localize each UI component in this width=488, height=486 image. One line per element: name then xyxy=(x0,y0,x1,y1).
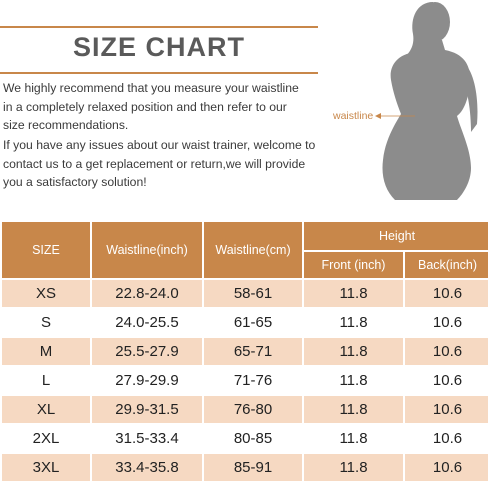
body-silhouette-figure xyxy=(375,2,478,200)
cell-front: 11.8 xyxy=(304,425,403,452)
support-line: contact us to a get replacement or retur… xyxy=(3,156,306,171)
cell-back: 10.6 xyxy=(405,280,488,307)
cell-waist-inch: 27.9-29.9 xyxy=(92,367,202,394)
cell-waist-cm: 80-85 xyxy=(204,425,302,452)
cell-front: 11.8 xyxy=(304,309,403,336)
side-arm-shape xyxy=(461,64,478,132)
instruction-line: We highly recommend that you measure you… xyxy=(3,81,299,95)
waistline-label: waistline xyxy=(333,110,374,122)
support-line: If you have any issues about our waist t… xyxy=(3,138,316,152)
cell-waist-cm: 58-61 xyxy=(204,280,302,307)
cell-back: 10.6 xyxy=(405,338,488,365)
header-front: Front (inch) xyxy=(304,252,403,278)
cell-waist-cm: 65-71 xyxy=(204,338,302,365)
head-shape xyxy=(420,2,450,42)
cell-front: 11.8 xyxy=(304,396,403,423)
cell-size: 3XL xyxy=(2,454,90,481)
cell-back: 10.6 xyxy=(405,309,488,336)
cell-waist-inch: 25.5-27.9 xyxy=(92,338,202,365)
header-back: Back(inch) xyxy=(405,252,488,278)
cell-front: 11.8 xyxy=(304,280,403,307)
raised-arm-shape xyxy=(392,54,437,90)
cell-waist-inch: 29.9-31.5 xyxy=(92,396,202,423)
cell-waist-cm: 85-91 xyxy=(204,454,302,481)
header-height: Height xyxy=(304,222,488,250)
size-table: SIZE Waistline(inch) Waistline(cm) Heigh… xyxy=(0,220,488,483)
cell-front: 11.8 xyxy=(304,454,403,481)
title-rule-bottom xyxy=(0,72,318,74)
table-row: L 27.9-29.9 71-76 11.8 10.6 xyxy=(2,367,488,394)
support-line: you a satisfactory solution! xyxy=(3,175,147,189)
table-row: M 25.5-27.9 65-71 11.8 10.6 xyxy=(2,338,488,365)
cell-waist-inch: 24.0-25.5 xyxy=(92,309,202,336)
cell-size: 2XL xyxy=(2,425,90,452)
title-rule-top xyxy=(0,26,318,28)
instruction-line: size recommendations. xyxy=(3,118,129,132)
table-row: 3XL 33.4-35.8 85-91 11.8 10.6 xyxy=(2,454,488,481)
table-row: 2XL 31.5-33.4 80-85 11.8 10.6 xyxy=(2,425,488,452)
header-waist-inch: Waistline(inch) xyxy=(92,222,202,278)
cell-back: 10.6 xyxy=(405,396,488,423)
header-subrow: Front (inch) Back(inch) xyxy=(2,252,488,278)
cell-front: 11.8 xyxy=(304,338,403,365)
cell-size: M xyxy=(2,338,90,365)
header-size: SIZE xyxy=(2,222,90,278)
cell-back: 10.6 xyxy=(405,425,488,452)
page-title: SIZE CHART xyxy=(73,32,245,62)
cell-size: XS xyxy=(2,280,90,307)
cell-waist-inch: 22.8-24.0 xyxy=(92,280,202,307)
table-row: S 24.0-25.5 61-65 11.8 10.6 xyxy=(2,309,488,336)
cell-waist-cm: 61-65 xyxy=(204,309,302,336)
instruction-line: in a completely relaxed position and the… xyxy=(3,99,287,114)
table-row: XL 29.9-31.5 76-80 11.8 10.6 xyxy=(2,396,488,423)
cell-back: 10.6 xyxy=(405,454,488,481)
measure-instructions: We highly recommend that you measure you… xyxy=(3,79,323,135)
cell-size: S xyxy=(2,309,90,336)
cell-back: 10.6 xyxy=(405,367,488,394)
header-row: SIZE Waistline(inch) Waistline(cm) Heigh… xyxy=(2,222,488,278)
cell-waist-inch: 33.4-35.8 xyxy=(92,454,202,481)
cell-waist-inch: 31.5-33.4 xyxy=(92,425,202,452)
cell-front: 11.8 xyxy=(304,367,403,394)
cell-waist-cm: 76-80 xyxy=(204,396,302,423)
cell-size: L xyxy=(2,367,90,394)
waist-marker-icon xyxy=(375,113,381,119)
support-note: If you have any issues about our waist t… xyxy=(3,136,323,192)
header-waist-cm: Waistline(cm) xyxy=(204,222,302,278)
table-row: XS 22.8-24.0 58-61 11.8 10.6 xyxy=(2,280,488,307)
cell-waist-cm: 71-76 xyxy=(204,367,302,394)
cell-size: XL xyxy=(2,396,90,423)
